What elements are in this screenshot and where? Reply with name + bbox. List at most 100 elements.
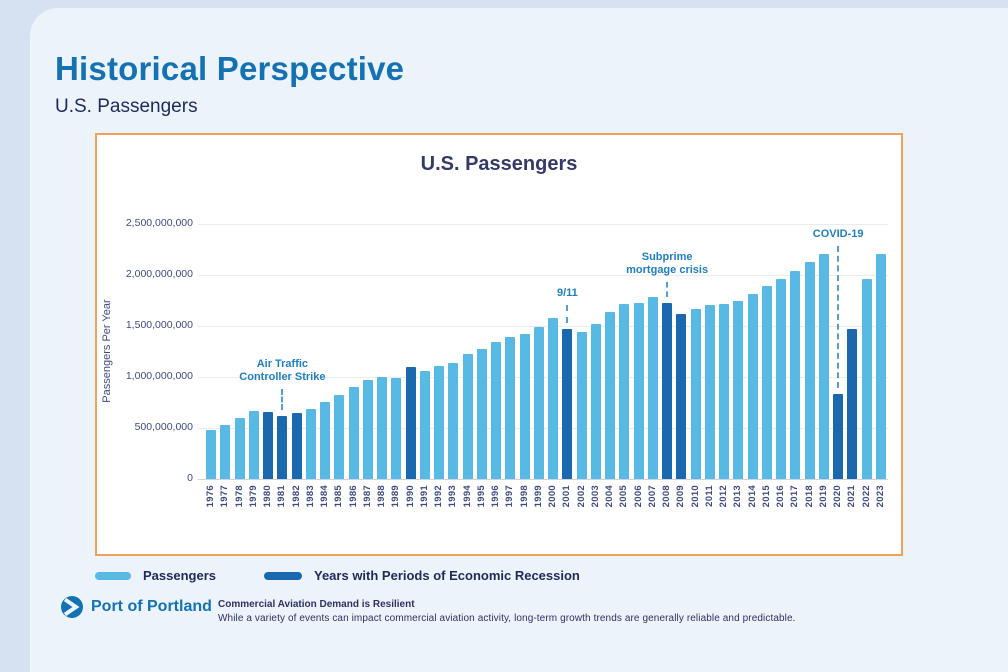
annotation-covid-19: COVID-19: [768, 228, 908, 241]
y-axis-label: Passengers Per Year: [101, 299, 113, 403]
page-subtitle: U.S. Passengers: [55, 96, 198, 117]
bar-1989: [391, 377, 402, 479]
x-tick-label-1991: 1991: [418, 485, 430, 508]
annotation-line-text: COVID-19: [812, 228, 864, 240]
chart-title: U.S. Passengers: [420, 153, 578, 175]
bar-2015: [761, 286, 772, 479]
bar-2017: [790, 270, 801, 479]
bar-1997: [505, 337, 516, 479]
gridline-1500000000: [198, 326, 888, 327]
bar-1991: [419, 371, 430, 479]
x-tick-label-1983: 1983: [304, 485, 316, 508]
x-tick-label-2005: 2005: [618, 485, 630, 508]
x-tick-label-2008: 2008: [661, 485, 673, 508]
recession-swatch: [264, 571, 302, 580]
bar-2003: [590, 323, 601, 479]
x-tick-label-1984: 1984: [319, 485, 331, 508]
x-tick-label-2023: 2023: [874, 485, 886, 508]
footer-note: Commercial Aviation Demand is Resilient …: [218, 599, 938, 624]
bar-1993: [448, 363, 459, 479]
x-tick-label-2012: 2012: [718, 485, 730, 508]
bar-2002: [576, 332, 587, 479]
gridline-2000000000: [198, 275, 888, 276]
bar-2010: [690, 308, 701, 479]
x-tick-label-2018: 2018: [803, 485, 815, 508]
x-tick-label-2020: 2020: [832, 485, 844, 508]
x-tick-label-1978: 1978: [233, 485, 245, 508]
x-tick-label-2002: 2002: [575, 485, 587, 508]
bar-2005: [619, 303, 630, 479]
x-tick-label-1977: 1977: [219, 485, 231, 508]
bar-1979: [248, 410, 259, 479]
port-of-portland-logo: Port of Portland: [60, 595, 212, 619]
bar-1995: [476, 348, 487, 479]
bar-2007: [647, 297, 658, 479]
x-tick-label-1994: 1994: [461, 485, 473, 508]
y-tick-label: 0: [187, 472, 193, 484]
bar-1994: [462, 354, 473, 479]
bar-1976: [206, 430, 217, 479]
y-tick-label: 1,500,000,000: [125, 319, 193, 331]
x-tick-label-1995: 1995: [475, 485, 487, 508]
bar-2011: [704, 304, 715, 479]
bar-2016: [776, 279, 787, 479]
plot-area: Air Traffic Controller Strike 9/11 Subprime…: [198, 224, 888, 480]
bar-1987: [362, 379, 373, 479]
bar-1983: [305, 409, 316, 479]
x-tick-label-1979: 1979: [247, 485, 259, 508]
bar-2019: [818, 253, 829, 479]
x-tick-label-2004: 2004: [604, 485, 616, 508]
x-tick-label-1982: 1982: [290, 485, 302, 508]
annotation-leader-line: [837, 246, 840, 389]
bar-1977: [220, 425, 231, 479]
footer-note-body: While a variety of events can impact com…: [218, 613, 796, 624]
x-tick-label-1997: 1997: [504, 485, 516, 508]
bar-1999: [533, 327, 544, 479]
annotation-line-text: mortgage crisis: [626, 264, 709, 277]
bar-2014: [747, 294, 758, 479]
x-tick-label-1981: 1981: [276, 485, 288, 508]
page-title: Historical Perspective: [55, 50, 405, 87]
bar-1986: [348, 387, 359, 479]
x-tick-label-2022: 2022: [860, 485, 872, 508]
x-tick-label-2019: 2019: [817, 485, 829, 508]
x-tick-label-2021: 2021: [846, 485, 858, 508]
x-tick-label-1986: 1986: [347, 485, 359, 508]
x-tick-label-2003: 2003: [589, 485, 601, 508]
bar-1990: [405, 367, 416, 479]
x-tick-label-2007: 2007: [646, 485, 658, 508]
bar-2021: [847, 328, 858, 479]
gridline-0: [198, 479, 888, 480]
annotation-line-text: Subprime: [641, 251, 693, 263]
footer-note-title: Commercial Aviation Demand is Resilient: [218, 599, 415, 610]
bar-2006: [633, 302, 644, 479]
bar-2000: [548, 317, 559, 479]
annotation-air-traffic-controller-strike: Air Traffic Controller Strike: [212, 358, 352, 384]
x-tick-label-1990: 1990: [404, 485, 416, 508]
x-tick-label-2015: 2015: [760, 485, 772, 508]
annotation-leader-line: [281, 389, 284, 410]
chart-panel: U.S. Passengers Passengers Per Year Air …: [95, 133, 903, 556]
bar-2012: [719, 303, 730, 479]
y-tick-label: 2,000,000,000: [125, 268, 193, 280]
bar-1978: [234, 417, 245, 479]
bar-2009: [676, 313, 687, 479]
x-tick-label-2006: 2006: [632, 485, 644, 508]
bar-2001: [562, 328, 573, 479]
x-tick-label-1998: 1998: [518, 485, 530, 508]
logo-text: Port of Portland: [91, 598, 212, 615]
x-tick-label-2000: 2000: [547, 485, 559, 508]
x-tick-label-1985: 1985: [333, 485, 345, 508]
x-tick-label-2016: 2016: [775, 485, 787, 508]
bar-2008: [662, 302, 673, 479]
bar-2013: [733, 300, 744, 479]
bar-2004: [605, 311, 616, 479]
chart-legend: Passengers Years with Periods of Economi…: [95, 568, 580, 583]
annotation-line-text: Controller Strike: [239, 371, 326, 384]
x-tick-label-1999: 1999: [532, 485, 544, 508]
annotation-leader-line: [566, 305, 569, 323]
annotation-subprime-mortgage-crisis: Subprime mortgage crisis: [597, 251, 737, 277]
x-tick-label-1993: 1993: [447, 485, 459, 508]
x-tick-label-1976: 1976: [205, 485, 217, 508]
